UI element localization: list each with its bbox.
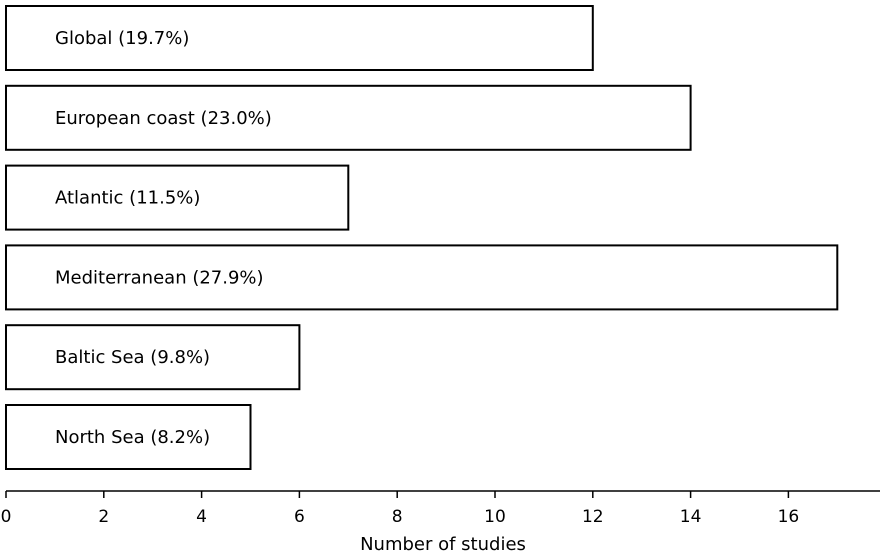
bar-label: Atlantic (11.5%) [55, 188, 200, 209]
x-tick-label: 4 [196, 507, 207, 527]
x-tick-label: 14 [680, 507, 702, 527]
bar-labels-group: Global (19.7%) European coast (23.0%) Atla… [55, 28, 272, 448]
x-tick-label: 0 [1, 507, 12, 527]
x-tick-label: 6 [294, 507, 305, 527]
bar-european-coast [5, 84, 692, 151]
bar-label: North Sea (8.2%) [55, 427, 210, 448]
bar-baltic-sea [5, 324, 301, 391]
bar-label: Global (19.7%) [55, 28, 189, 49]
x-tick-label: 10 [484, 507, 506, 527]
bar-label: European coast (23.0%) [55, 108, 272, 129]
x-axis-title: Number of studies [360, 534, 526, 555]
bar-mediterranean [5, 244, 839, 311]
bar-global [5, 5, 594, 71]
bars-group [5, 5, 839, 470]
bar-label: Baltic Sea (9.8%) [55, 347, 210, 368]
x-tick-label: 12 [582, 507, 604, 527]
bar-north-sea [5, 404, 252, 470]
bar-atlantic [5, 164, 350, 231]
bar-label: Mediterranean (27.9%) [55, 267, 264, 288]
x-tick-label: 8 [392, 507, 403, 527]
x-tick-label: 2 [98, 507, 109, 527]
x-ticks-group: 0 2 4 6 8 10 12 14 16 [1, 491, 800, 527]
x-tick-label: 16 [778, 507, 800, 527]
